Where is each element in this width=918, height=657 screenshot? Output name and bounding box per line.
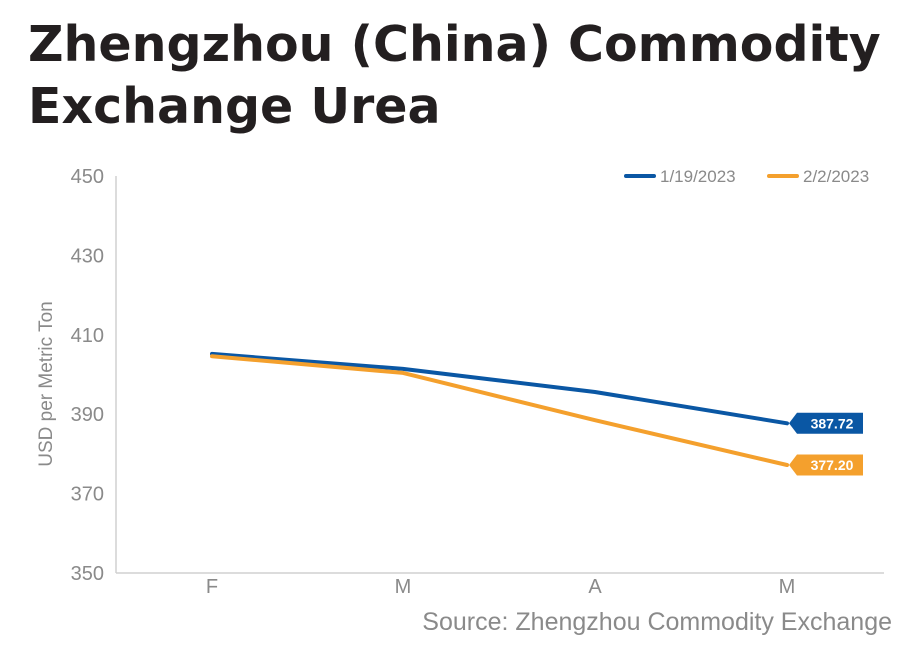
legend-item-1: 1/19/2023	[624, 167, 736, 186]
chart-title: Zhengzhou (China) Commodity Exchange Ure…	[28, 16, 881, 135]
y-tick-label: 370	[71, 484, 104, 506]
series-line-1	[210, 351, 789, 426]
series-lines	[210, 351, 789, 467]
axes	[115, 176, 884, 574]
end-value-label-1: 387.72	[789, 412, 863, 434]
x-tick-label: A	[588, 576, 602, 598]
legend: 1/19/2023 2/2/2023	[624, 167, 869, 186]
y-tick-label: 430	[71, 245, 104, 267]
x-tick-label: M	[779, 576, 796, 598]
end-value-label-2: 377.20	[789, 454, 863, 476]
series-line-2	[210, 354, 789, 467]
x-tick-label: F	[206, 576, 218, 598]
legend-label: 2/2/2023	[803, 167, 869, 186]
x-tick-label: M	[395, 576, 412, 598]
y-tick-label: 390	[71, 404, 104, 426]
end-value-tag	[789, 412, 863, 434]
y-tick-label: 410	[71, 325, 104, 347]
end-value-tag	[789, 454, 863, 476]
y-tick-label: 450	[71, 166, 104, 188]
end-value-text: 377.20	[811, 457, 854, 473]
y-tick-label: 350	[71, 563, 104, 585]
data-labels: 387.72 377.20	[789, 412, 863, 476]
y-axis-label: USD per Metric Ton	[36, 301, 57, 466]
source-note: Source: Zhengzhou Commodity Exchange	[422, 608, 892, 636]
end-value-text: 387.72	[811, 415, 854, 431]
y-tick-labels: 350 370 390 410 430 450	[71, 166, 104, 585]
legend-label: 1/19/2023	[660, 167, 736, 186]
legend-item-2: 2/2/2023	[767, 167, 869, 186]
